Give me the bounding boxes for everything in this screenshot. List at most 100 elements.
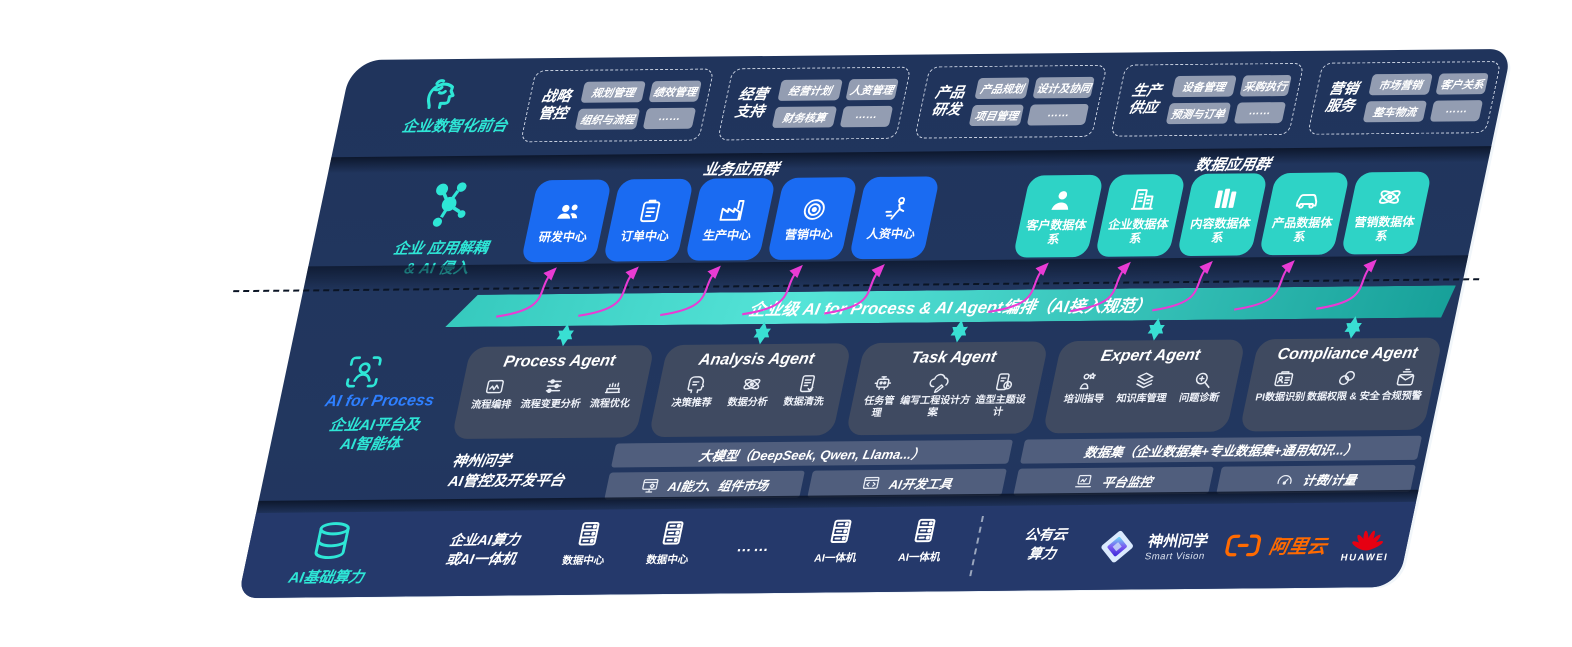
compute-node-label: AI一体机 <box>813 552 858 565</box>
agent-capability: 问题诊断 <box>1178 369 1226 405</box>
monitor-icon <box>1072 472 1096 491</box>
app-card: 研发中心 <box>520 179 613 263</box>
devops-label-line2: AI管控及开发平台 <box>446 472 566 491</box>
capability-label: 数据清洗 <box>782 396 825 408</box>
aliyun-name: 阿里云 <box>1267 536 1329 558</box>
front-office-groups: 战略管控 规划管理 绩效管理 组织与流程…… 经营支持 经营计划 人资管理 财务核算……… <box>520 60 1502 143</box>
agent-box: Task Agent 任务管理 编写工程设计方案 造型主题设计 <box>845 341 1049 436</box>
capability-label: 决策推荐 <box>670 397 713 409</box>
agent-capability: 数据权限 & 安全 <box>1306 367 1386 403</box>
group-title: 产品研发 <box>930 84 967 119</box>
module-pill: …… <box>1027 103 1090 126</box>
agent-box: Analysis Agent 决策推荐 数据分析 数据清洗 <box>648 343 852 438</box>
module-pill: 经营计划 <box>777 79 843 101</box>
front-office-group: 生产供应 设备管理 采购执行 预测与订单…… <box>1110 62 1305 137</box>
agent-title: Process Agent <box>502 352 618 371</box>
agent-items: 流程编排 流程变更分析 流程优化 <box>460 374 640 434</box>
atom-icon <box>738 373 766 395</box>
model-column: 大模型（DeepSeek, Qwen, Llama...） AI能力、组件市场 … <box>604 439 1014 500</box>
agent-title: Compliance Agent <box>1275 344 1420 364</box>
agent-items: 培训指导 知识库管理 问题诊断 <box>1051 369 1231 429</box>
capability-label: 数据分析 <box>726 397 769 409</box>
architecture-diagram: 企业数智化前台 战略管控 规划管理 绩效管理 组织与流程…… 经营支持 经营计划 人资… <box>233 48 1512 599</box>
agent-capability: 数据分析 <box>726 373 774 409</box>
module-pill: 绩效管理 <box>648 80 702 103</box>
module-pill: 市场营销 <box>1367 73 1434 96</box>
module-pill: …… <box>1233 102 1287 124</box>
capability-label: 造型主题设计 <box>974 394 1027 418</box>
platform-cell-label: 计费/计量 <box>1301 473 1358 488</box>
card-label: 内容数据体系 <box>1189 216 1253 245</box>
module-pill: 预测与订单 <box>1165 102 1231 125</box>
decoupling-label-line1: 企业 应用解耦 <box>391 239 490 258</box>
layers-icon <box>1132 369 1160 391</box>
agent-capability: 数据清洗 <box>782 372 830 408</box>
card-label: 企业数据体系 <box>1107 216 1171 246</box>
module-pill: 产品规划 <box>974 77 1031 100</box>
agent-capability: PI数据识别 <box>1254 368 1311 404</box>
group-title: 经营支持 <box>733 86 770 121</box>
capability-label: 知识库管理 <box>1115 393 1168 405</box>
building-icon <box>1126 185 1162 213</box>
agent-box: Process Agent 流程编排 流程变更分析 流程优化 <box>451 345 655 440</box>
app-card: 人资中心 <box>848 176 941 260</box>
brain-icon <box>411 67 467 114</box>
scan-person-icon <box>340 352 388 392</box>
server-icon <box>655 517 692 549</box>
card-label: 订单中心 <box>619 228 671 244</box>
devops-platform-label: 神州问学 AI管控及开发平台 <box>446 452 602 493</box>
capability-label: 任务管理 <box>862 395 896 419</box>
factory-icon <box>714 196 750 224</box>
gauge-icon <box>1273 470 1297 489</box>
band-app-clusters <box>304 149 1491 288</box>
group-modules: 市场营销 客户关系 整车物流…… <box>1362 73 1489 123</box>
agent-capability: 合规预警 <box>1380 367 1428 403</box>
compute-node-label: 数据中心 <box>645 553 690 567</box>
ai-platform-label-line2: 企业AI平台及 <box>327 416 422 435</box>
huawei-logo: HUAWEI <box>1340 525 1396 564</box>
app-card: 营销数据体系 <box>1340 171 1433 255</box>
capability-label: 流程优化 <box>588 398 631 410</box>
module-pill: 客户关系 <box>1435 73 1489 95</box>
decision-icon <box>682 374 710 396</box>
robot-icon <box>869 372 897 394</box>
group-modules: 设备管理 采购执行 预测与订单…… <box>1165 74 1293 125</box>
model-cells: AI能力、组件市场 AI开发工具 <box>604 468 1007 500</box>
flow-icon <box>481 376 509 398</box>
business-cards: 研发中心 订单中心 生产中心 营销中心 人资中心 <box>520 176 941 263</box>
compute-node: AI一体机 <box>798 515 881 566</box>
app-card: 内容数据体系 <box>1176 173 1269 257</box>
app-card: 生产中心 <box>684 177 777 261</box>
app-card: 订单中心 <box>602 178 695 262</box>
module-pill: 项目管理 <box>968 104 1025 127</box>
compute-node: 数据中心 <box>546 517 629 568</box>
server-icon <box>907 514 944 546</box>
card-label: 营销中心 <box>783 226 835 242</box>
agent-title: Task Agent <box>909 348 998 367</box>
module-pill: …… <box>642 107 696 130</box>
columns-icon <box>1208 184 1244 212</box>
capability-label: 编写工程设计方案 <box>898 395 972 419</box>
dataset-column: 数据集（企业数据集+专业数据集+通用知识...） 平台监控 计费/计量 <box>1013 435 1423 496</box>
agent-capability: 决策推荐 <box>670 374 718 410</box>
platform-cell-label: 平台监控 <box>1100 475 1154 490</box>
band-front-office: 企业数智化前台 战略管控 规划管理 绩效管理 组织与流程…… 经营支持 经营计划 人资… <box>331 49 1512 157</box>
secure-icon <box>1333 367 1361 389</box>
data-cards: 客户数据体系 企业数据体系 内容数据体系 产品数据体系 营销数据体系 <box>1012 171 1433 258</box>
agent-capability: 培训指导 <box>1063 370 1111 406</box>
cloud-label-line1: 公有云 <box>1023 526 1069 543</box>
platform-cell: 计费/计量 <box>1215 464 1416 494</box>
compute-label: 企业AI算力 或AI一体机 <box>416 530 550 569</box>
agent-items: 决策推荐 数据分析 数据清洗 <box>657 372 837 432</box>
module-pill: 人资管理 <box>845 78 899 101</box>
platform-cell: AI能力、组件市场 <box>604 470 805 500</box>
molecule-icon <box>417 175 483 234</box>
group-title: 生产供应 <box>1126 82 1164 117</box>
compute-node-label: …… <box>735 537 773 555</box>
agent-items: PI数据识别 数据权限 & 安全 合规预警 <box>1248 367 1428 427</box>
smart-vision-sub: Smart Vision <box>1143 550 1206 563</box>
group-title: 营销服务 <box>1323 80 1360 115</box>
cloud-label-line2: 算力 <box>1026 545 1058 562</box>
model-bar: 大模型（DeepSeek, Qwen, Llama...） <box>611 439 1014 468</box>
platform-cell-label: AI开发工具 <box>887 477 954 492</box>
